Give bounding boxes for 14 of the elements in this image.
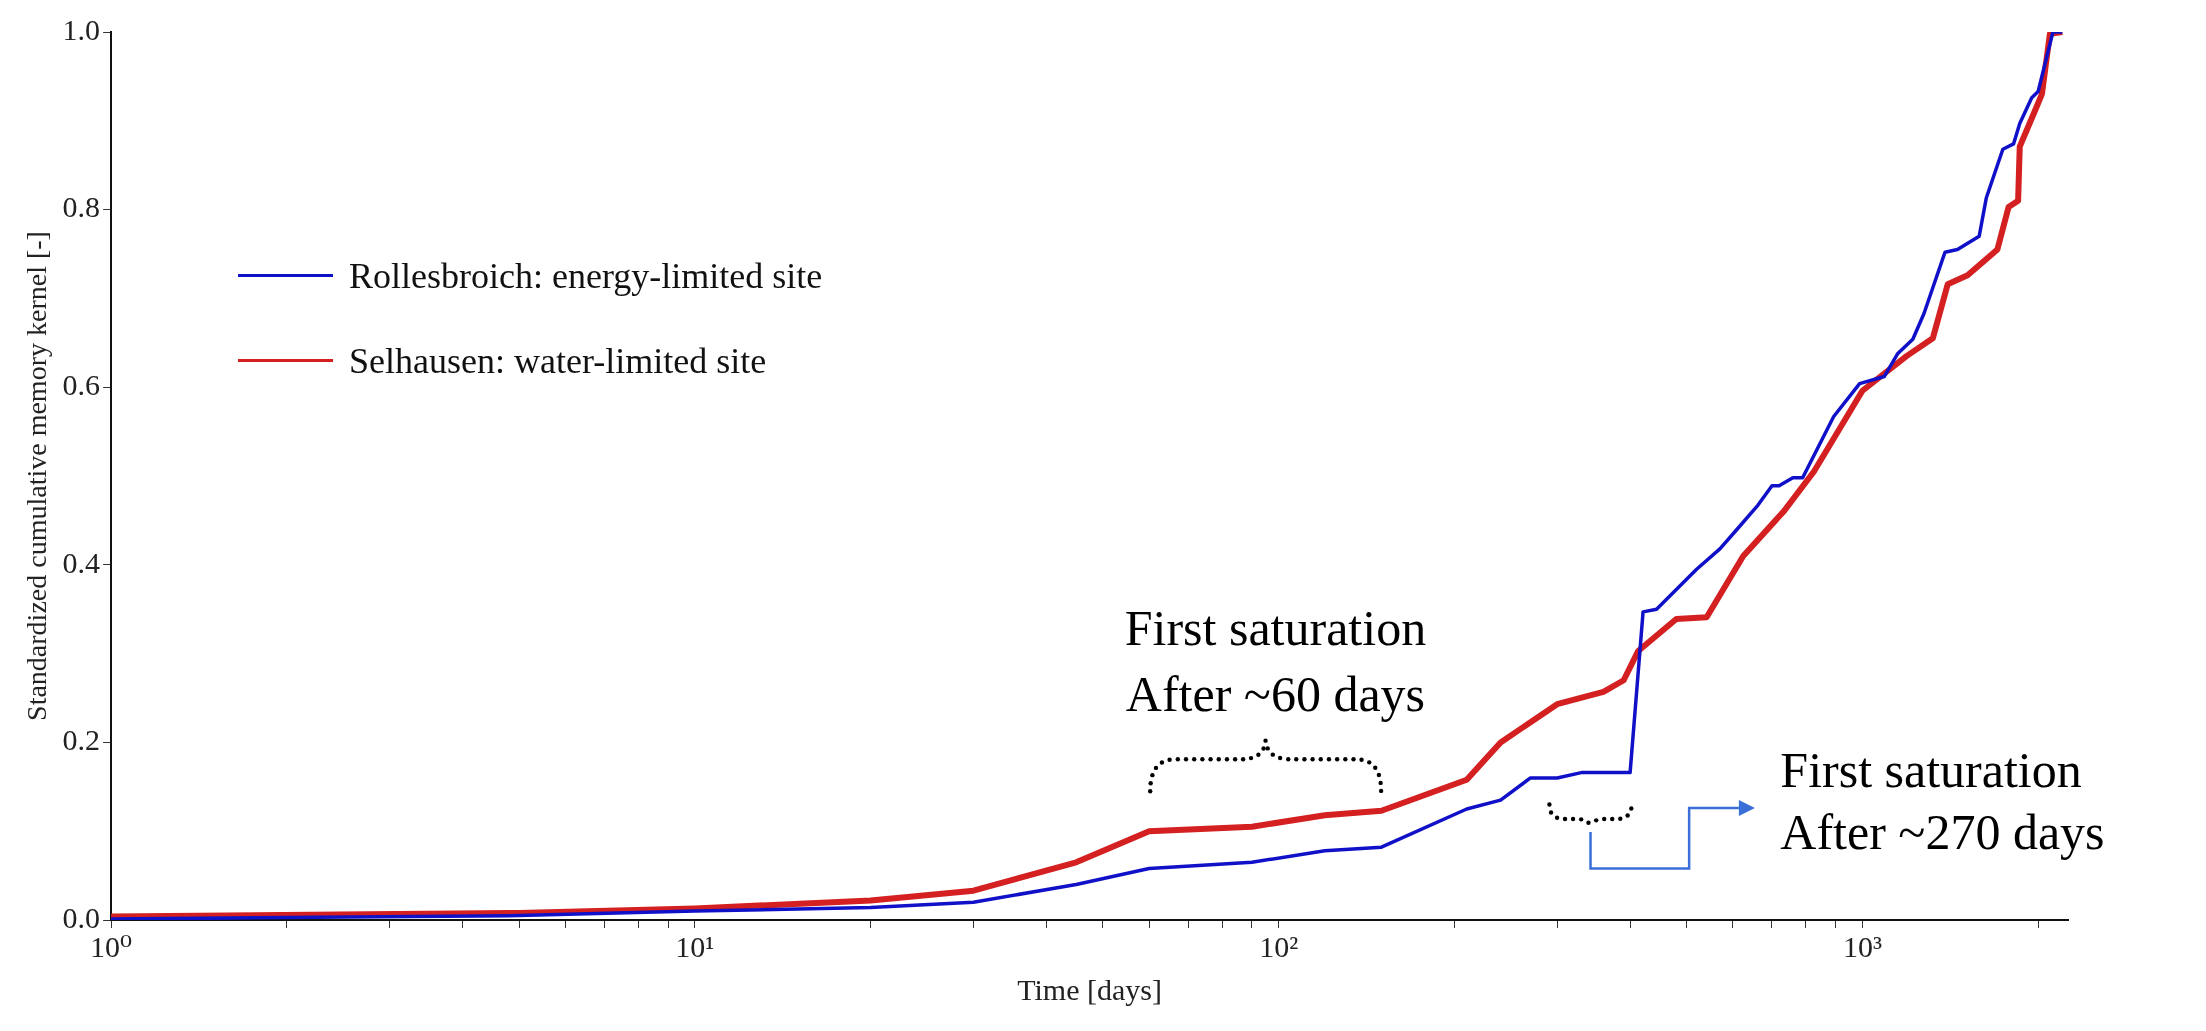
y-tick-label: 0.8 [62,190,101,224]
legend-label: Rollesbroich: energy-limited site [349,254,823,297]
y-tick-label: 0.2 [62,723,101,757]
y-tick-label: 0.6 [62,368,101,402]
x-tick-label: 10¹ [675,929,715,963]
legend-label: Selhausen: water-limited site [349,339,767,382]
x-tick-label: 10³ [1842,929,1882,963]
x-tick-label: 10² [1259,929,1299,963]
x-axis-title: Time [days] [1017,972,1162,1006]
annotation: First saturation After ~270 days [1780,741,2105,860]
y-tick-label: 0.4 [62,545,101,579]
y-tick-label: 1.0 [62,12,101,46]
annotation: First saturation After ~60 days [1124,599,1427,722]
y-axis-title: Standardized cumulative memory kernel [-] [21,231,53,721]
